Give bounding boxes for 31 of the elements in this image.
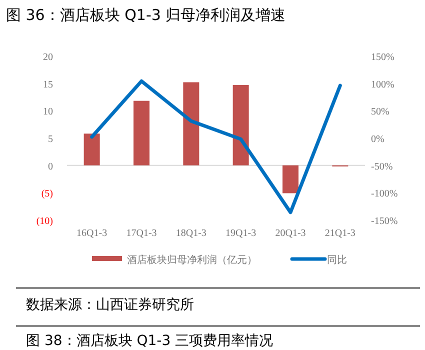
y2-tick-label: 0% [371,134,384,145]
chart-title: 图 36：酒店板块 Q1-3 归母净利润及增速 [6,6,286,24]
y-tick-label: 20 [43,52,53,63]
y-tick-label: 10 [43,106,53,118]
y2-tick-label: -100% [371,188,398,200]
y2-tick-label: -50% [371,161,393,172]
y-tick-label: (5) [41,188,53,200]
x-tick-label: 21Q1-3 [324,228,356,239]
bar [134,100,150,166]
x-tick-label: 20Q1-3 [275,228,306,239]
y-tick-label: (10) [36,216,53,227]
y-tick-label: 15 [43,79,53,90]
caption: 图 38：酒店板块 Q1-3 三项费用率情况 [26,333,274,349]
bar [183,82,200,166]
source-note: 数据来源：山西证券研究所 [26,297,194,313]
y2-tick-label: 100% [371,79,394,90]
bar [84,134,100,166]
y2-tick-label: 50% [371,106,390,118]
y2-tick-label: 150% [371,52,394,63]
bar [232,84,249,166]
x-tick-label: 19Q1-3 [226,228,256,239]
x-tick-label: 18Q1-3 [176,228,206,239]
y-tick-label: 0 [48,161,53,172]
x-tick-label: 17Q1-3 [126,228,157,239]
bar [282,165,298,194]
x-tick-label: 16Q1-3 [76,228,108,239]
line-series [90,79,342,214]
y2-tick-label: -150% [371,216,398,227]
legend-label: 同比 [327,254,347,266]
y-tick-label: 5 [48,134,53,145]
legend-label: 酒店板块归母净利润（亿元） [127,254,257,266]
